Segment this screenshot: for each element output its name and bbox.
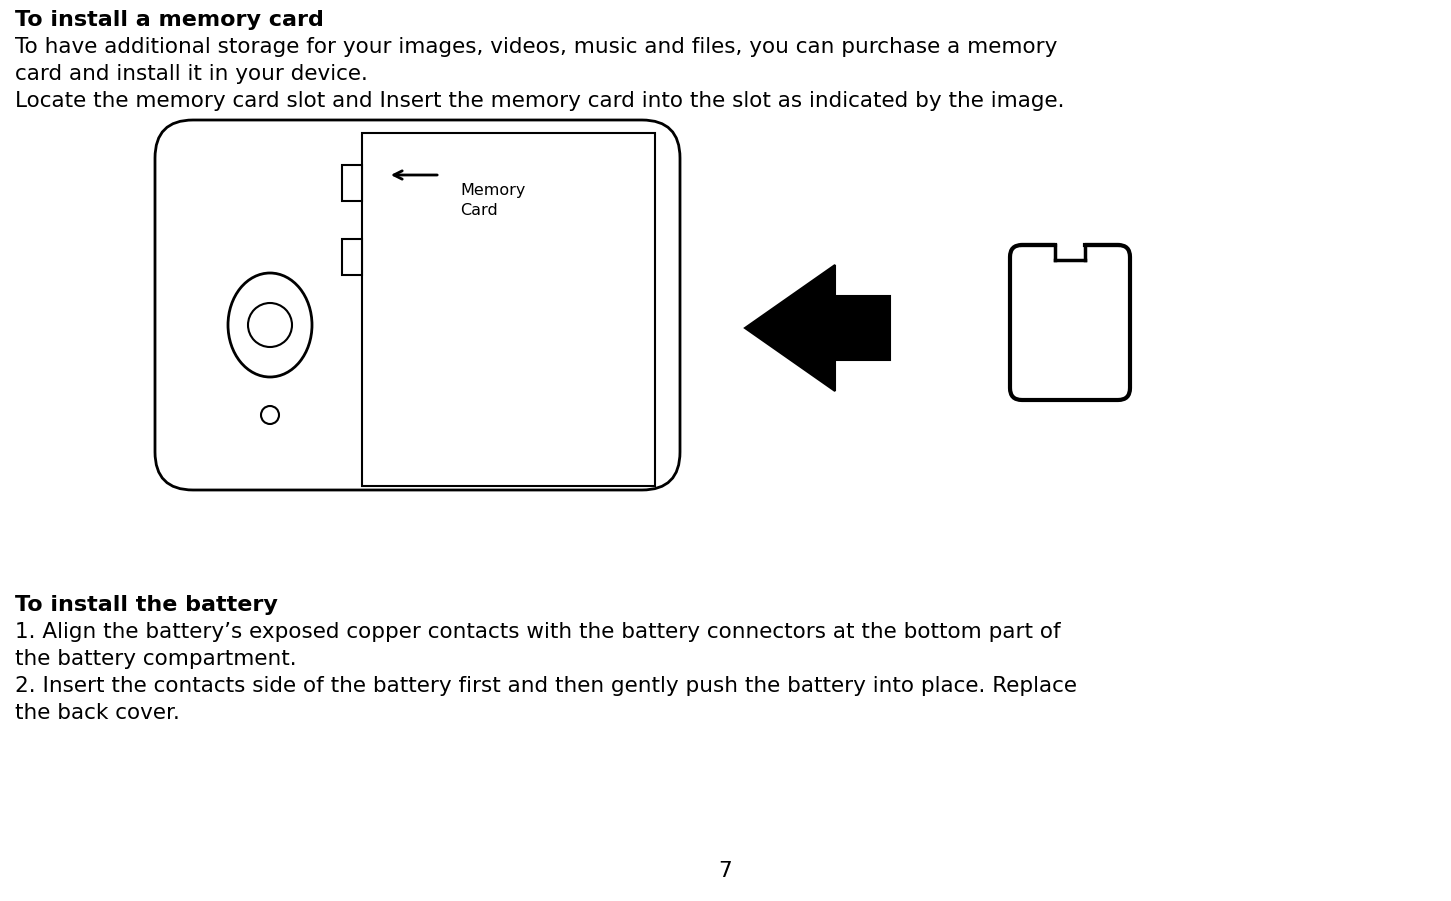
Text: 1. Align the battery’s exposed copper contacts with the battery connectors at th: 1. Align the battery’s exposed copper co… [15,622,1061,642]
Text: Locate the memory card slot and Insert the memory card into the slot as indicate: Locate the memory card slot and Insert t… [15,91,1065,111]
FancyBboxPatch shape [1010,245,1130,400]
FancyBboxPatch shape [155,120,681,490]
Text: the battery compartment.: the battery compartment. [15,649,296,669]
Text: To install the battery: To install the battery [15,595,279,615]
Text: the back cover.: the back cover. [15,703,180,723]
Text: 7: 7 [718,861,731,881]
Polygon shape [342,165,361,201]
Text: card and install it in your device.: card and install it in your device. [15,64,369,84]
Circle shape [248,303,292,347]
Ellipse shape [228,273,312,377]
Text: To install a memory card: To install a memory card [15,10,324,30]
Circle shape [261,406,279,424]
Polygon shape [744,265,889,391]
Text: 2. Insert the contacts side of the battery first and then gently push the batter: 2. Insert the contacts side of the batte… [15,676,1077,696]
Polygon shape [361,133,654,486]
Text: Memory
Card: Memory Card [460,183,525,218]
Text: To have additional storage for your images, videos, music and files, you can pur: To have additional storage for your imag… [15,37,1058,57]
Polygon shape [1055,240,1085,260]
Polygon shape [342,239,361,275]
